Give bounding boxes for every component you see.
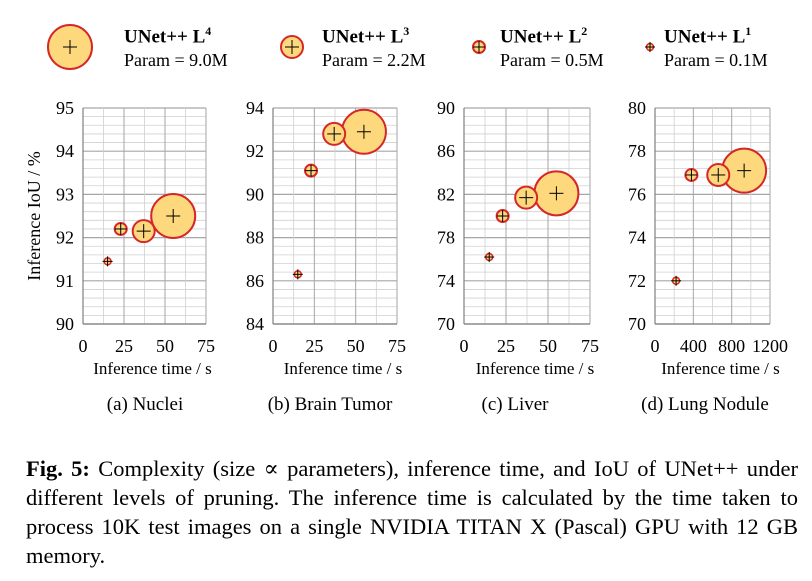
y-tick-label: 82	[437, 184, 455, 204]
subcaption-d: (d) Lung Nodule	[641, 394, 769, 415]
y-tick-label: 70	[628, 314, 646, 334]
legend-label-l2: UNet++ L2	[500, 24, 588, 48]
y-tick-label: 84	[246, 314, 264, 334]
x-tick-label: 25	[305, 336, 323, 356]
y-tick-label: 90	[56, 314, 74, 334]
y-tick-label: 74	[437, 271, 455, 291]
point-l1	[671, 275, 682, 286]
chart-2: 84 86 88 90 92 94 0 25 50 75 Inference time / s	[246, 98, 406, 378]
subcaption-a: (a) Nuclei	[106, 394, 184, 415]
chart-1: 90 91 92 93 94 95 0 25 50 75 Inference time / s Inf…	[24, 98, 215, 378]
point-l4	[150, 193, 197, 239]
subcaption-c: (c) Liver	[481, 394, 549, 415]
x-axis-label: Inference time / s	[93, 359, 211, 378]
legend-label-l4: UNet++ L4	[124, 24, 212, 48]
charts-area: 90 91 92 93 94 95 0 25 50 75 Inference time / s Inf…	[24, 98, 788, 378]
legend-param-l1: Param = 0.1M	[664, 50, 768, 70]
x-tick-label: 75	[197, 336, 215, 356]
grid	[654, 107, 771, 325]
x-tick-label: 0	[651, 336, 660, 356]
x-tick-label: 800	[718, 336, 745, 356]
caption-text: Complexity (size ∝ parameters), inferenc…	[26, 456, 798, 568]
y-tick-label: 92	[56, 228, 74, 248]
y-tick-label: 88	[246, 228, 264, 248]
legend-label-l1: UNet++ L1	[664, 24, 752, 48]
point-l2	[113, 221, 128, 236]
legend-label-l3: UNet++ L3	[322, 24, 410, 48]
legend-param-l3: Param = 2.2M	[322, 50, 426, 70]
y-tick-label: 70	[437, 314, 455, 334]
subcaption-b: (b) Brain Tumor	[267, 394, 393, 415]
y-tick-label: 90	[246, 184, 264, 204]
legend-bubble-l1	[645, 42, 655, 52]
x-axis-label: Inference time / s	[284, 359, 402, 378]
y-tick-label: 93	[56, 184, 74, 204]
x-tick-label: 75	[388, 336, 406, 356]
grid	[463, 107, 591, 325]
legend-param-l2: Param = 0.5M	[500, 50, 604, 70]
x-tick-label: 50	[539, 336, 557, 356]
point-l2	[304, 163, 319, 178]
legend-param-l4: Param = 9.0M	[124, 50, 228, 70]
y-tick-label: 74	[628, 228, 646, 248]
x-tick-label: 25	[115, 336, 133, 356]
y-tick-label: 78	[628, 141, 646, 161]
y-tick-label: 92	[246, 141, 264, 161]
y-tick-label: 95	[56, 98, 74, 118]
point-l1	[484, 252, 495, 263]
legend-bubble-l4	[47, 24, 93, 70]
point-l3	[322, 121, 347, 146]
x-tick-label: 0	[460, 336, 469, 356]
y-tick-label: 91	[56, 271, 74, 291]
y-tick-label: 94	[56, 141, 74, 161]
x-tick-label: 0	[79, 336, 88, 356]
y-tick-label: 78	[437, 228, 455, 248]
y-tick-label: 76	[628, 184, 646, 204]
y-tick-label: 90	[437, 98, 455, 118]
x-tick-label: 25	[497, 336, 515, 356]
x-axis-label: Inference time / s	[476, 359, 594, 378]
y-tick-label: 72	[628, 271, 646, 291]
point-l2	[495, 209, 510, 223]
x-tick-label: 75	[581, 336, 599, 356]
x-tick-label: 0	[269, 336, 278, 356]
y-tick-label: 80	[628, 98, 646, 118]
figure-caption: Fig. 5: Complexity (size ∝ parameters), …	[26, 454, 798, 570]
x-tick-label: 50	[156, 336, 174, 356]
point-l1	[102, 256, 113, 267]
y-tick-label: 86	[246, 271, 264, 291]
x-tick-label: 1200	[752, 336, 788, 356]
point-l1	[292, 269, 303, 280]
point-l3	[706, 162, 731, 187]
point-l4	[340, 108, 387, 155]
point-l2	[684, 167, 699, 182]
legend-bubble-l2	[472, 40, 486, 54]
y-tick-label: 94	[246, 98, 264, 118]
point-l4	[533, 170, 580, 217]
legend-bubble-l3	[280, 35, 304, 59]
point-l3	[514, 185, 539, 210]
legend-bubbles	[47, 24, 655, 70]
y-tick-label: 86	[437, 141, 455, 161]
chart-3: 70 74 78 82 86 90 0 25 50 75 Inference time / s	[437, 98, 599, 378]
x-tick-label: 50	[347, 336, 365, 356]
y-axis-label: Inference IoU / %	[24, 151, 44, 280]
x-axis-label: Inference time / s	[661, 359, 779, 378]
x-tick-label: 400	[680, 336, 707, 356]
caption-label: Fig. 5:	[26, 456, 90, 481]
point-l3	[131, 219, 156, 244]
